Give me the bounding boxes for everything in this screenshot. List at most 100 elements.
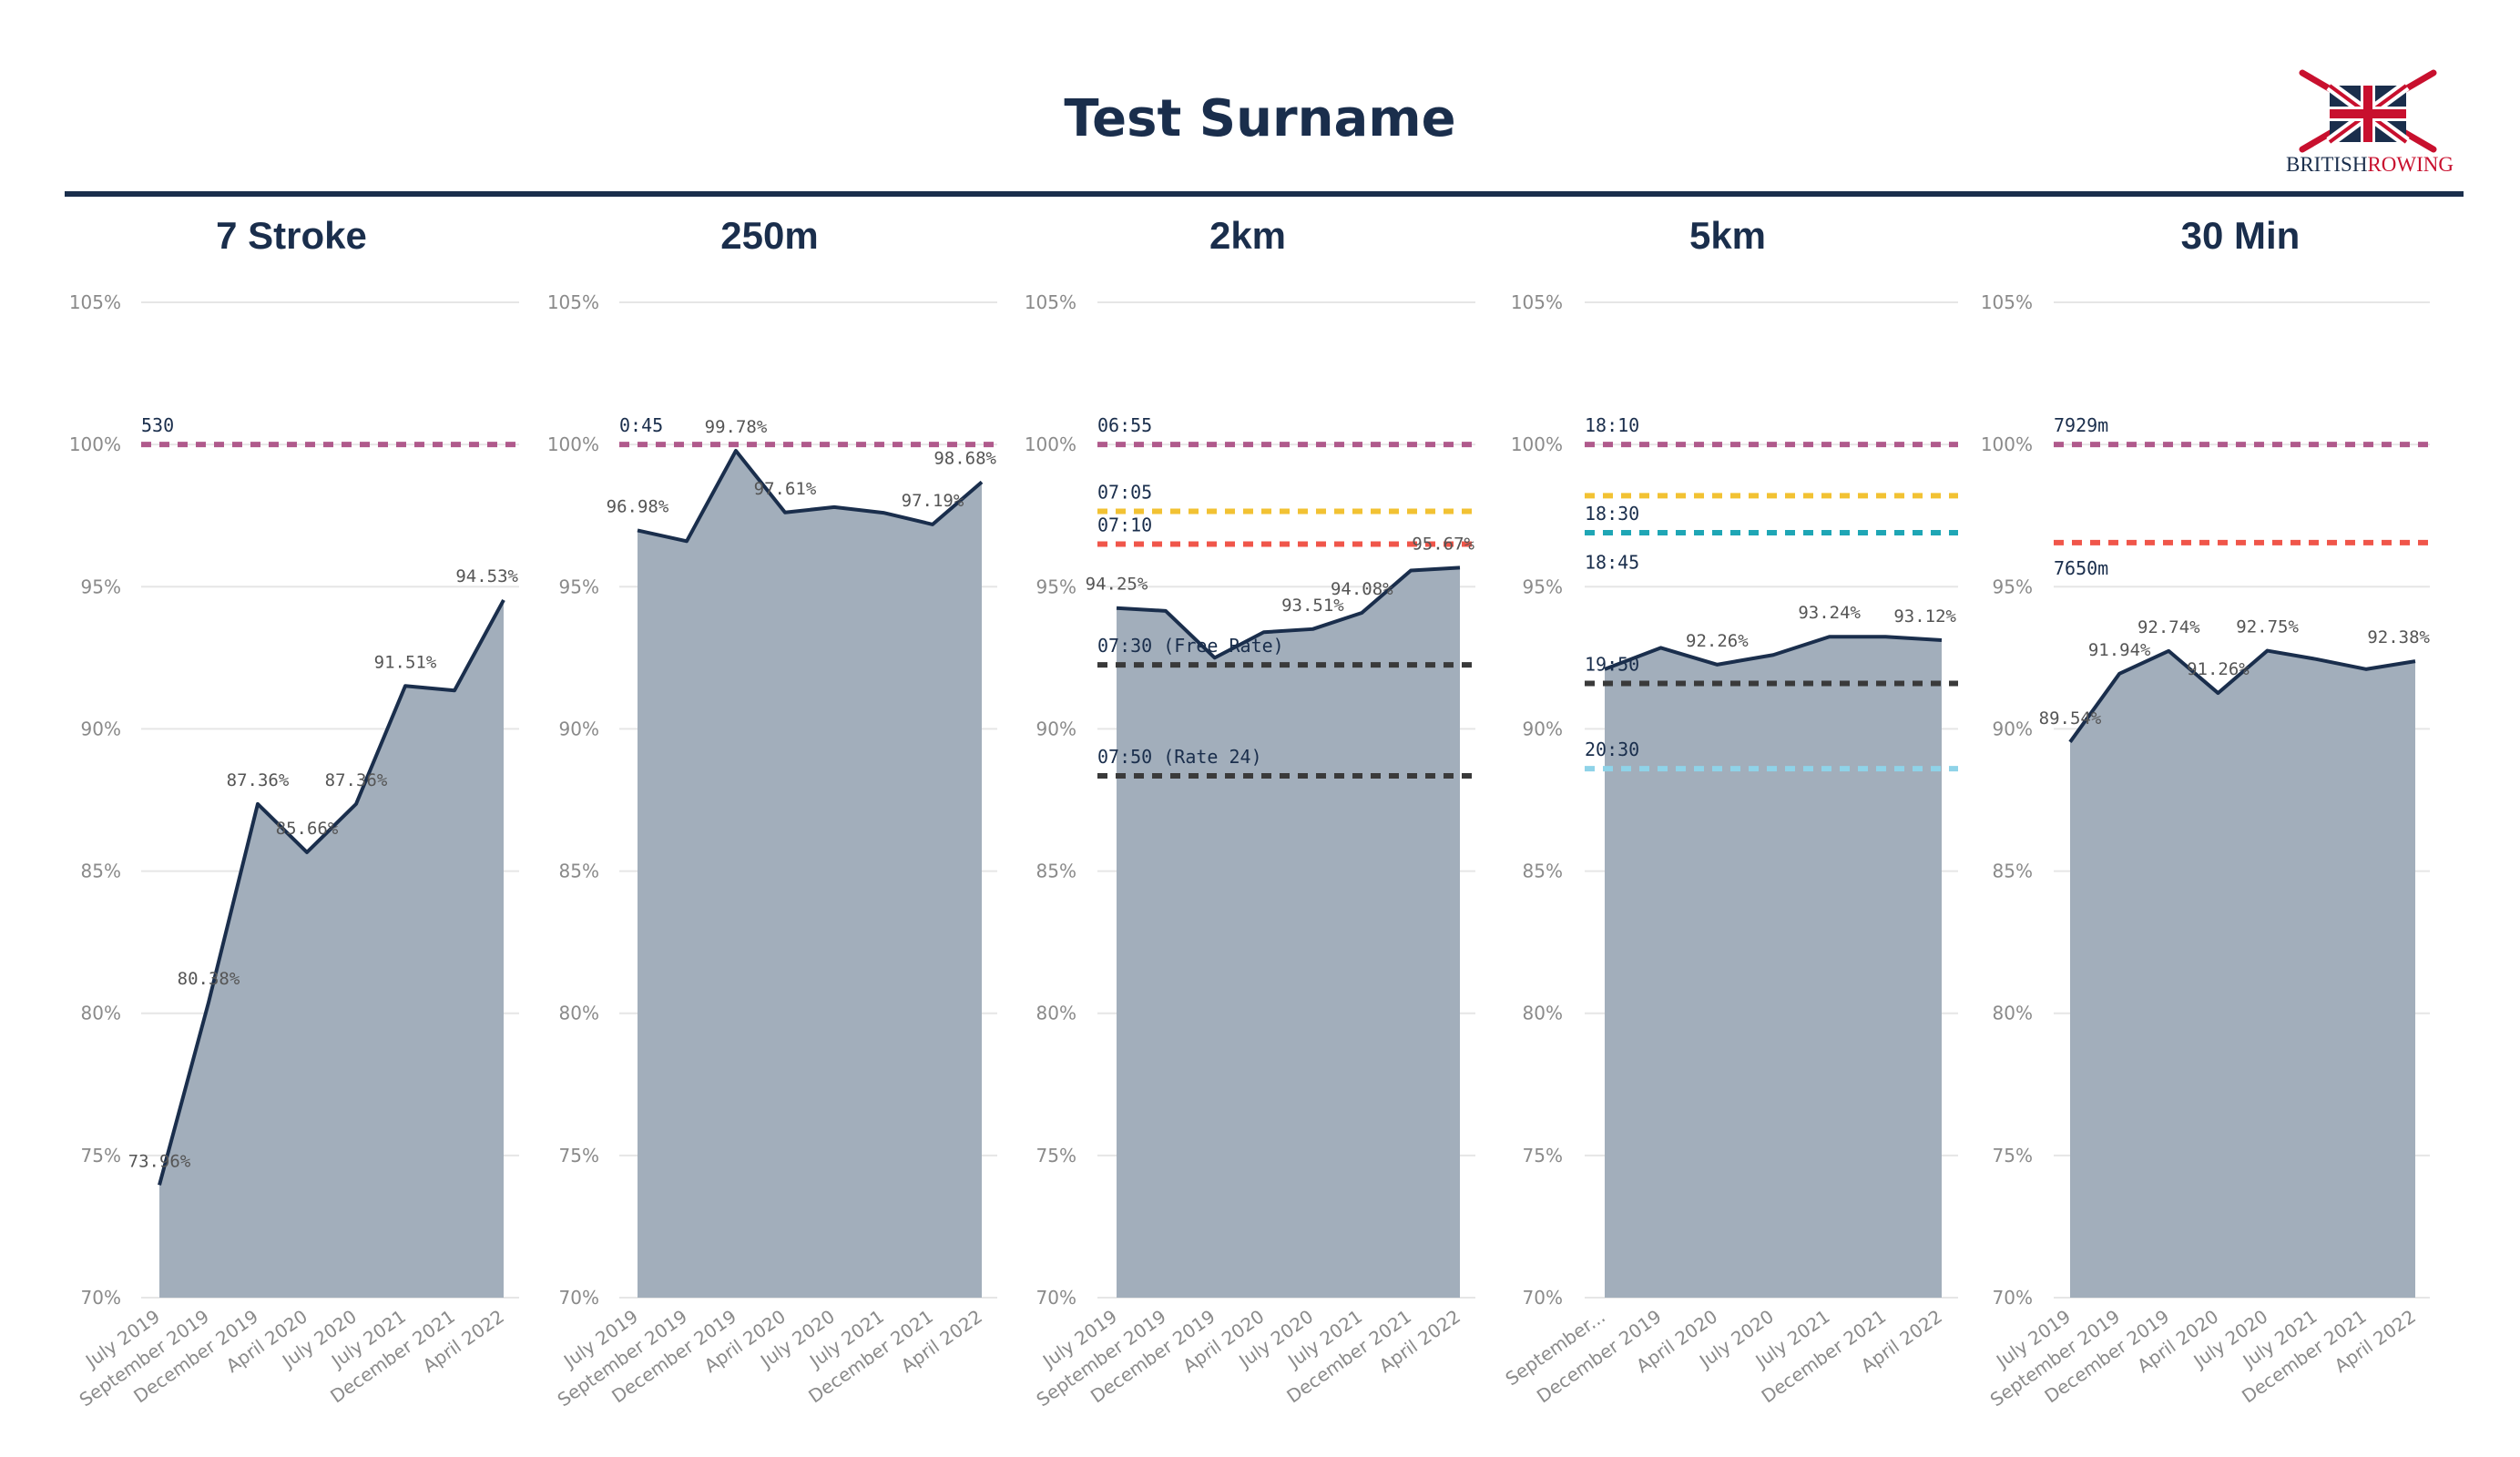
series-line (637, 449, 984, 544)
y-tick-label: 105% (69, 291, 121, 313)
chart-panel-4: 5km 70% 75% 80% 85% 90% 95% 100% 105% 18:10 18:30 1… (1501, 214, 1958, 1407)
y-tick-label: 80% (559, 1003, 599, 1024)
chart-title: 250m (720, 214, 818, 257)
chart-panel-1: 7 Stroke 70% 75% 80% 85% 90% 95% 100% 105% 530 73.… (69, 214, 519, 1411)
area-fill (1605, 637, 1942, 1298)
reference-line-label: 18:45 (1585, 552, 1639, 574)
y-tick-label: 70% (1036, 1287, 1076, 1309)
chart-title: 5km (1689, 214, 1766, 257)
page-title: Test Surname (1064, 89, 1456, 148)
data-label: 87.36% (227, 770, 290, 790)
reference-line-label: 07:05 (1097, 482, 1152, 504)
data-label: 73.96% (128, 1151, 191, 1171)
y-tick-label: 75% (559, 1145, 599, 1167)
area-fill (159, 599, 504, 1298)
reference-line-label: 18:30 (1585, 503, 1639, 525)
reference-line-label: 07:10 (1097, 514, 1152, 535)
reference-line-label: 19:50 (1585, 653, 1639, 675)
y-tick-label: 80% (1036, 1003, 1076, 1024)
reference-line-label: 7929m (2054, 414, 2108, 436)
data-label: 97.19% (902, 491, 964, 511)
series-line (2068, 648, 2416, 743)
y-tick-label: 95% (81, 576, 121, 597)
chart-panel-5: 30 Min 70% 75% 80% 85% 90% 95% 100% 105% 7929m 765… (1981, 214, 2431, 1411)
chart-panel-3: 2km 70% 75% 80% 85% 90% 95% 100% 105% 06:55 07:05 0… (1025, 214, 1475, 1411)
data-label: 97.61% (754, 479, 817, 499)
data-label: 98.68% (934, 448, 996, 468)
data-label: 80.38% (178, 969, 240, 989)
reference-line-label: 0:45 (619, 414, 663, 436)
area-fill (1117, 567, 1460, 1298)
y-tick-label: 85% (1993, 861, 2033, 882)
y-tick-label: 100% (69, 433, 121, 455)
data-label: 87.36% (325, 770, 388, 790)
y-tick-label: 70% (1993, 1287, 2033, 1309)
data-label: 94.08% (1331, 579, 1393, 599)
y-tick-label: 85% (81, 861, 121, 882)
reference-line-label: 18:10 (1585, 414, 1639, 436)
area-fill (638, 451, 982, 1298)
y-tick-label: 95% (1523, 576, 1563, 597)
y-tick-label: 90% (559, 718, 599, 739)
data-label: 92.75% (2236, 617, 2299, 637)
y-tick-label: 105% (1511, 291, 1563, 313)
data-label: 91.94% (2088, 640, 2151, 660)
y-tick-label: 90% (1523, 718, 1563, 739)
reference-line-label: 7650m (2054, 557, 2108, 579)
reference-line-label: 07:30 (Free Rate) (1097, 635, 1284, 657)
reference-line-label: 530 (141, 414, 174, 436)
reference-line-label: 07:50 (Rate 24) (1097, 746, 1262, 768)
y-tick-label: 85% (1036, 861, 1076, 882)
y-tick-label: 75% (1993, 1145, 2033, 1167)
y-tick-label: 70% (81, 1287, 121, 1309)
data-label: 99.78% (705, 417, 768, 437)
y-tick-label: 95% (1993, 576, 2033, 597)
y-tick-label: 75% (1523, 1145, 1563, 1167)
y-tick-label: 95% (559, 576, 599, 597)
y-tick-label: 95% (1036, 576, 1076, 597)
data-label: 93.24% (1798, 603, 1861, 623)
data-label: 92.26% (1686, 631, 1749, 651)
data-label: 93.12% (1893, 606, 1956, 627)
data-label: 91.26% (2187, 659, 2250, 679)
series-line (1116, 565, 1461, 660)
reference-line-label: 06:55 (1097, 414, 1152, 436)
y-tick-label: 70% (559, 1287, 599, 1309)
y-tick-label: 75% (1036, 1145, 1076, 1167)
y-tick-label: 90% (81, 718, 121, 739)
y-tick-label: 90% (1993, 718, 2033, 739)
chart-panel-2: 250m 70% 75% 80% 85% 90% 95% 100% 105% 0:45 96.98%… (547, 214, 997, 1411)
data-label: 95.67% (1412, 534, 1474, 554)
data-label: 92.38% (2367, 627, 2430, 647)
chart-title: 7 Stroke (216, 214, 367, 257)
data-label: 91.51% (374, 652, 437, 672)
y-tick-label: 100% (1025, 433, 1076, 455)
y-tick-label: 100% (547, 433, 599, 455)
y-tick-label: 105% (1025, 291, 1076, 313)
area-fill (2070, 650, 2415, 1298)
british-rowing-logo: BRITISHROWING (2286, 69, 2454, 178)
y-tick-label: 105% (1981, 291, 2033, 313)
y-tick-label: 105% (547, 291, 599, 313)
series-line (1604, 635, 1943, 671)
chart-title: 30 Min (2181, 214, 2301, 257)
y-tick-label: 80% (81, 1003, 121, 1024)
y-tick-label: 90% (1036, 718, 1076, 739)
series-line (158, 599, 505, 1186)
data-label: 85.66% (276, 819, 339, 839)
y-tick-label: 100% (1981, 433, 2033, 455)
data-label: 94.53% (455, 566, 518, 586)
y-tick-label: 80% (1993, 1003, 2033, 1024)
logo-wordmark: BRITISHROWING (2286, 153, 2454, 176)
chart-title: 2km (1209, 214, 1286, 257)
y-tick-label: 80% (1523, 1003, 1563, 1024)
data-label: 89.54% (2039, 708, 2102, 728)
data-label: 96.98% (607, 496, 669, 516)
y-tick-label: 75% (81, 1145, 121, 1167)
y-tick-label: 70% (1523, 1287, 1563, 1309)
y-tick-label: 85% (559, 861, 599, 882)
y-tick-label: 100% (1511, 433, 1563, 455)
y-tick-label: 85% (1523, 861, 1563, 882)
